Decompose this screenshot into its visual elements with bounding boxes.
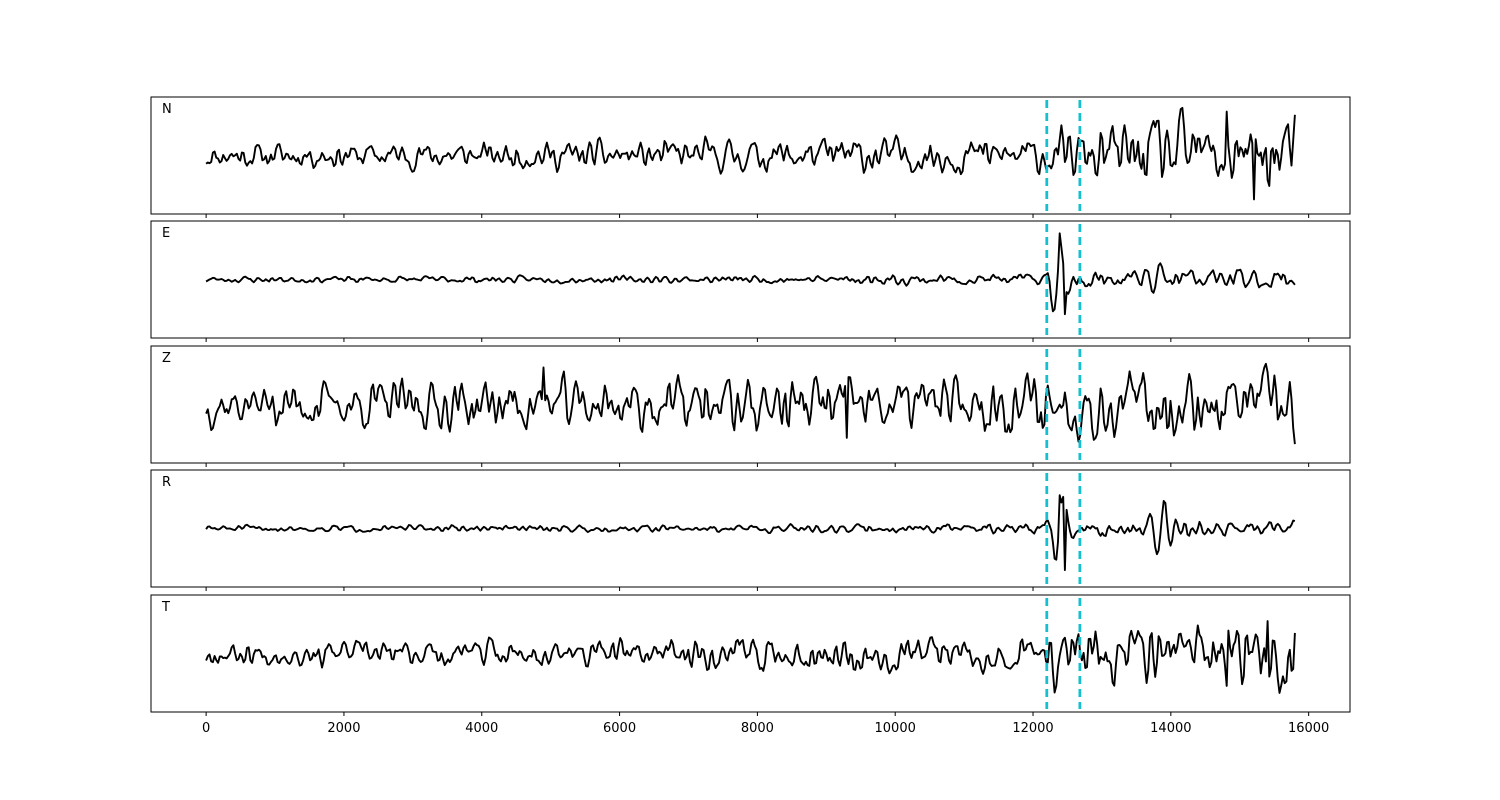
trace-t: [205, 620, 1296, 694]
trace-z: [205, 362, 1296, 445]
x-tick-label: 2000: [327, 721, 360, 736]
x-tick-label: 10000: [875, 721, 916, 736]
panel-label: E: [162, 226, 170, 241]
x-tick-label: 16000: [1288, 721, 1329, 736]
panel-frame: [150, 220, 1351, 339]
panel-label: T: [161, 600, 170, 615]
panel-z: Z: [150, 345, 1351, 467]
panel-r: R: [150, 469, 1351, 591]
panel-frame: [150, 96, 1351, 215]
panel-frame: [150, 345, 1351, 464]
panel-label: Z: [162, 351, 171, 366]
trace-e: [205, 232, 1296, 316]
x-tick-label: 0: [202, 721, 210, 736]
x-tick-label: 4000: [465, 721, 498, 736]
trace-r: [205, 494, 1296, 572]
panel-frame: [150, 594, 1351, 713]
x-tick-label: 6000: [603, 721, 636, 736]
panel-label: N: [162, 102, 172, 117]
x-axis: 0 2000 4000 6000 8000 10000 12000 14000 16000: [202, 721, 1329, 736]
x-tick-label: 14000: [1150, 721, 1191, 736]
trace-n: [205, 106, 1296, 201]
x-tick-label: 12000: [1012, 721, 1053, 736]
panel-label: R: [162, 475, 171, 490]
panel-n: N: [150, 96, 1351, 218]
panel-t: T: [150, 594, 1351, 716]
panel-e: E: [150, 220, 1351, 342]
panel-frame: [150, 469, 1351, 588]
x-tick-label: 8000: [741, 721, 774, 736]
panels-group: N E Z R T: [150, 96, 1351, 716]
